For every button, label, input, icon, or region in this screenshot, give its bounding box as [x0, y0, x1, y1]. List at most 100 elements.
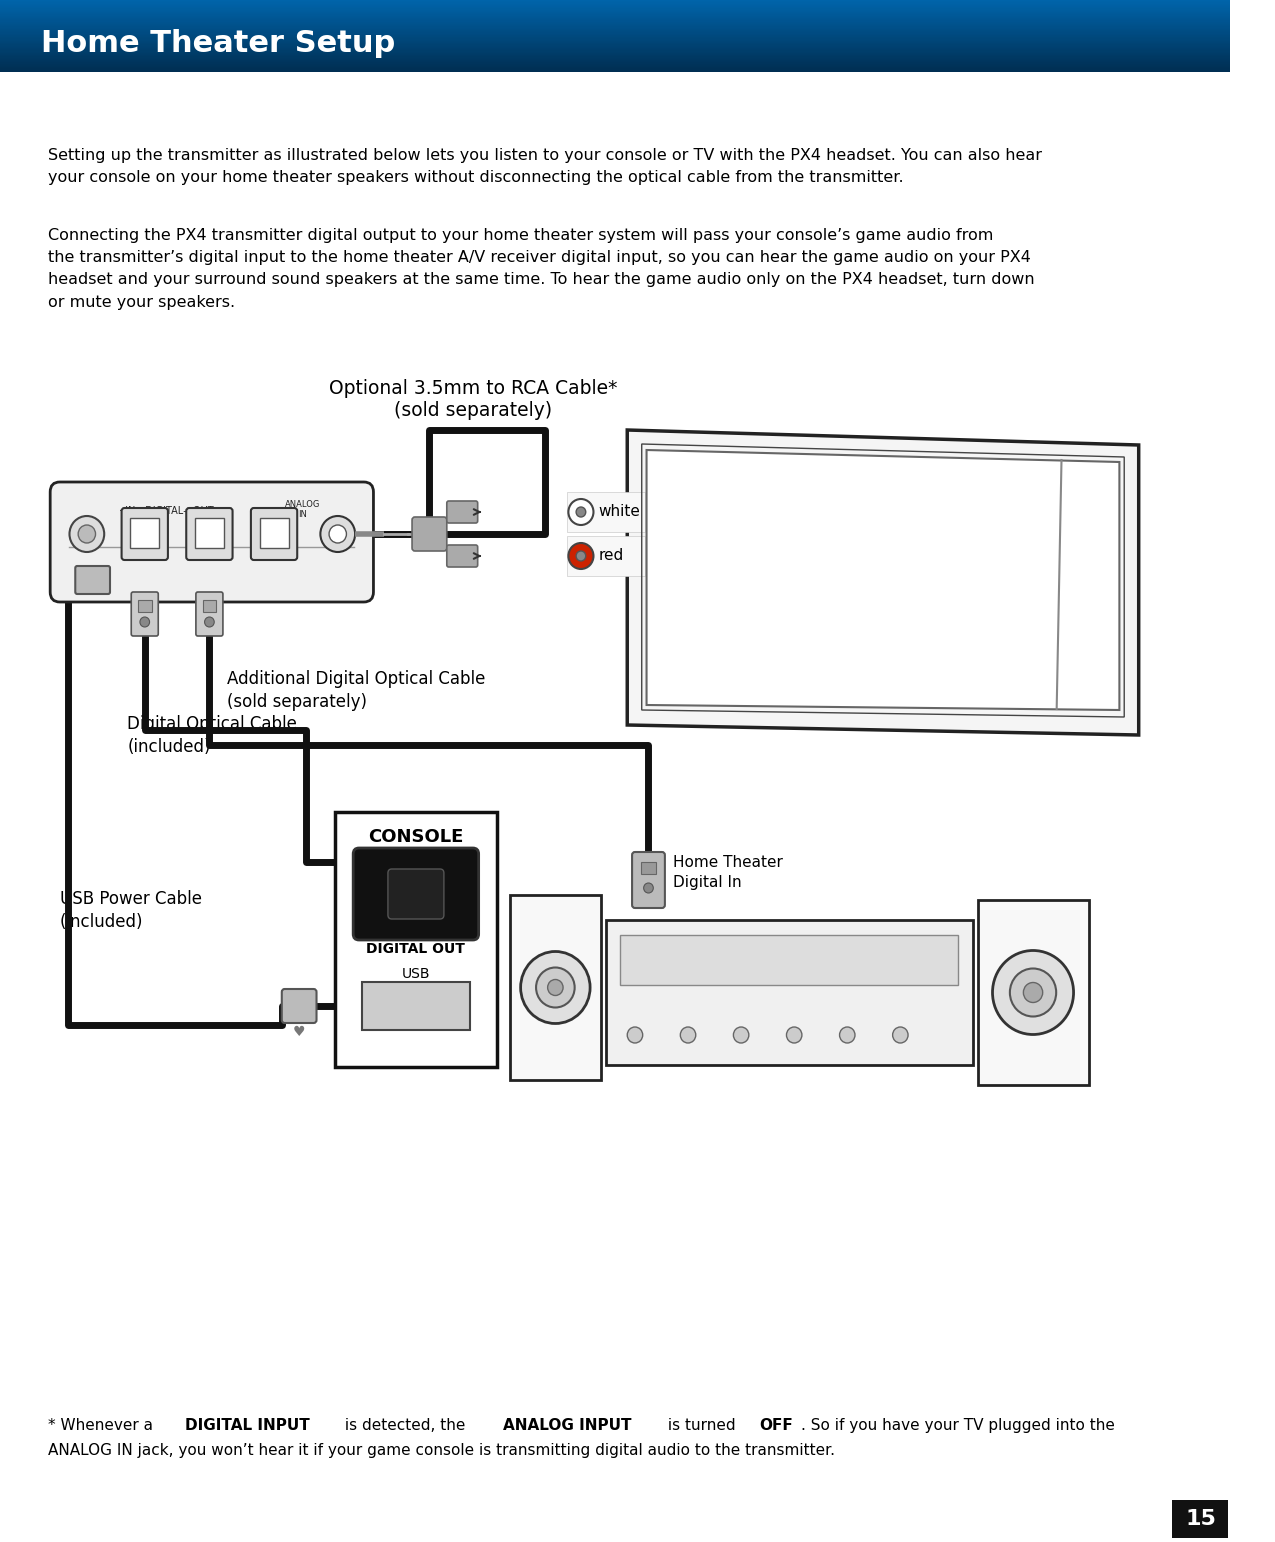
Text: ANALOG: ANALOG	[286, 500, 321, 509]
FancyBboxPatch shape	[388, 870, 444, 919]
Bar	[0, 42, 1230, 43]
Bar	[362, 982, 470, 1030]
Bar	[130, 518, 159, 547]
Text: Digital In: Digital In	[673, 874, 741, 890]
Bar	[0, 39, 1230, 40]
Circle shape	[992, 950, 1074, 1035]
FancyBboxPatch shape	[75, 566, 110, 594]
Bar	[0, 14, 1230, 15]
Circle shape	[140, 617, 149, 628]
Circle shape	[733, 1027, 748, 1042]
Bar	[0, 20, 1230, 22]
Text: DIGITAL INPUT: DIGITAL INPUT	[185, 1419, 310, 1433]
Circle shape	[204, 617, 214, 628]
Bar	[567, 537, 645, 577]
Circle shape	[787, 1027, 802, 1042]
Text: Optional 3.5mm to RCA Cable*: Optional 3.5mm to RCA Cable*	[329, 379, 617, 398]
Bar	[0, 17, 1230, 19]
FancyBboxPatch shape	[446, 501, 478, 523]
Text: Connecting the PX4 transmitter digital output to your home theater system will p: Connecting the PX4 transmitter digital o…	[48, 228, 1035, 310]
Circle shape	[69, 517, 105, 552]
Text: (sold separately): (sold separately)	[227, 692, 367, 711]
Bar	[0, 29, 1230, 32]
Bar	[0, 68, 1230, 69]
Bar	[0, 43, 1230, 45]
Text: Home Theater Setup: Home Theater Setup	[41, 29, 395, 59]
Polygon shape	[627, 430, 1139, 736]
Bar	[0, 15, 1230, 17]
Text: Additional Digital Optical Cable: Additional Digital Optical Cable	[227, 671, 486, 688]
Text: is turned: is turned	[663, 1419, 739, 1433]
FancyBboxPatch shape	[353, 848, 478, 941]
Bar	[260, 518, 288, 547]
Circle shape	[569, 543, 593, 569]
Circle shape	[548, 979, 564, 996]
Bar	[0, 51, 1230, 54]
Circle shape	[576, 507, 585, 517]
FancyBboxPatch shape	[632, 853, 664, 908]
Circle shape	[320, 517, 356, 552]
Bar	[0, 37, 1230, 39]
Circle shape	[1024, 982, 1043, 1002]
Bar	[0, 46, 1230, 48]
FancyBboxPatch shape	[131, 592, 158, 635]
FancyBboxPatch shape	[50, 483, 374, 601]
Bar	[0, 2, 1230, 3]
Bar	[0, 22, 1230, 23]
Bar	[0, 66, 1230, 68]
Text: red: red	[598, 549, 623, 563]
Text: CONSOLE: CONSOLE	[368, 828, 464, 847]
Bar	[0, 14, 1230, 15]
Bar	[0, 8, 1230, 9]
FancyBboxPatch shape	[186, 507, 232, 560]
Circle shape	[644, 884, 653, 893]
Circle shape	[627, 1027, 643, 1042]
Text: Home Theater: Home Theater	[673, 854, 783, 870]
Bar	[0, 11, 1230, 12]
Bar	[0, 71, 1230, 72]
Bar	[0, 65, 1230, 66]
Text: OFF: OFF	[759, 1419, 793, 1433]
Circle shape	[536, 967, 575, 1007]
Text: * Whenever a: * Whenever a	[48, 1419, 158, 1433]
Bar	[0, 57, 1230, 59]
Bar	[0, 3, 1230, 5]
Bar	[621, 934, 959, 985]
Bar	[0, 6, 1230, 8]
Bar	[0, 8, 1230, 11]
Text: 15: 15	[1184, 1510, 1216, 1530]
Text: (included): (included)	[128, 739, 210, 756]
Text: white: white	[598, 504, 640, 520]
Circle shape	[520, 951, 590, 1024]
Bar	[0, 25, 1230, 26]
Bar	[0, 45, 1230, 46]
Bar	[138, 600, 152, 612]
Text: (sold separately): (sold separately)	[394, 401, 552, 419]
Bar	[0, 31, 1230, 32]
Bar	[0, 62, 1230, 63]
Bar	[0, 48, 1230, 49]
Bar	[0, 63, 1230, 65]
Circle shape	[576, 550, 585, 561]
Bar	[0, 3, 1230, 5]
Circle shape	[329, 524, 347, 543]
Text: (included): (included)	[60, 913, 143, 931]
Bar	[203, 600, 217, 612]
Bar	[0, 60, 1230, 62]
Bar	[978, 901, 1089, 1086]
Text: ANALOG IN jack, you won’t hear it if your game console is transmitting digital a: ANALOG IN jack, you won’t hear it if you…	[48, 1443, 835, 1459]
FancyBboxPatch shape	[121, 507, 168, 560]
Circle shape	[1010, 968, 1056, 1016]
Circle shape	[839, 1027, 856, 1042]
FancyBboxPatch shape	[412, 517, 446, 550]
FancyBboxPatch shape	[446, 544, 478, 567]
Bar	[567, 492, 645, 532]
Text: USB: USB	[402, 967, 430, 981]
Bar	[1173, 1500, 1228, 1537]
FancyBboxPatch shape	[282, 988, 316, 1022]
Bar	[0, 57, 1230, 59]
Bar	[335, 813, 497, 1067]
Text: IN: IN	[298, 510, 307, 520]
Bar	[0, 19, 1230, 22]
Bar	[0, 23, 1230, 25]
